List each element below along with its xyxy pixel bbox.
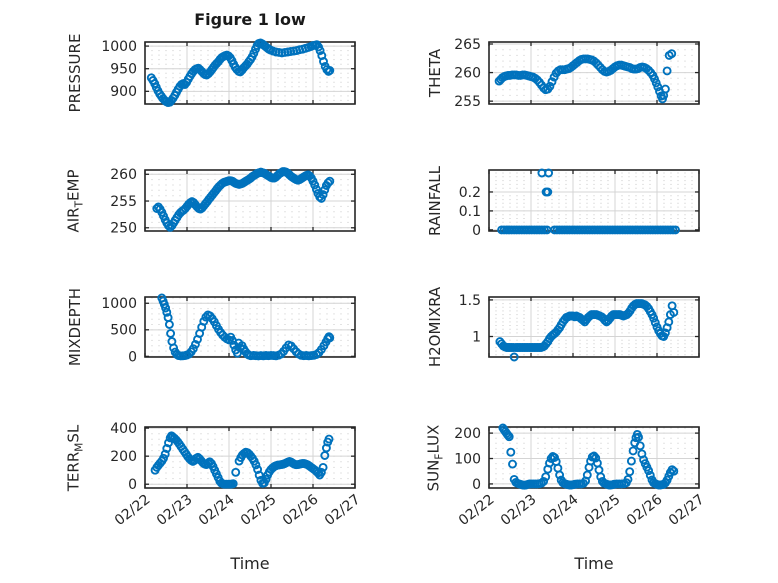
svg-text:02/25: 02/25 xyxy=(238,492,280,529)
subplot-air-temp: 250 255 260 xyxy=(110,167,356,237)
plot-area-rainfall: 0 0.1 0.2 xyxy=(459,168,700,239)
svg-text:265: 265 xyxy=(454,37,481,53)
x-axis-label-right: Time xyxy=(574,554,614,573)
svg-text:0: 0 xyxy=(128,349,137,365)
scatter-markers-air_temp xyxy=(152,167,335,232)
plot-area-mixdepth: 0 500 1000 xyxy=(101,293,356,365)
scatter-markers-sun_flux xyxy=(498,423,679,490)
svg-text:1.5: 1.5 xyxy=(459,293,481,309)
svg-text:250: 250 xyxy=(110,221,137,237)
svg-text:02/24: 02/24 xyxy=(196,491,238,529)
subplot-sun-flux: 0 100 200 02/22 02/23 02/24 02/25 02/26 02/27 xyxy=(454,423,707,529)
ylabel-mixdepth: MIXDEPTH xyxy=(66,287,84,367)
subplot-rainfall: 0 0.1 0.2 xyxy=(459,168,700,239)
scatter-markers-theta xyxy=(494,49,677,104)
svg-text:255: 255 xyxy=(110,194,137,210)
ylabel-air-temp: AIRTEMP xyxy=(64,169,86,232)
svg-text:02/22: 02/22 xyxy=(112,492,154,529)
plot-area-air_temp: 250 255 260 xyxy=(110,167,356,237)
svg-text:0.2: 0.2 xyxy=(459,185,481,201)
plot-area-theta: 255 260 265 xyxy=(454,37,700,110)
svg-text:02/22: 02/22 xyxy=(456,492,498,529)
svg-text:1000: 1000 xyxy=(101,296,137,312)
svg-text:260: 260 xyxy=(110,167,137,183)
figure-title: Figure 1 low xyxy=(194,10,306,29)
scatter-markers-terr_msl xyxy=(150,431,334,489)
svg-text:950: 950 xyxy=(110,62,137,78)
subplot-terr-msl: 0 200 400 02/22 02/23 02/24 02/25 02/26 02/27 xyxy=(110,421,363,529)
subplot-theta: 255 260 265 xyxy=(454,37,700,110)
svg-text:0.1: 0.1 xyxy=(459,204,481,220)
svg-text:0: 0 xyxy=(472,477,481,493)
svg-text:255: 255 xyxy=(454,94,481,110)
svg-text:02/27: 02/27 xyxy=(322,492,364,529)
plot-area-sun_flux: 0 100 200 02/22 02/23 02/24 02/25 02/26 02/27 xyxy=(454,423,707,529)
subplot-mixdepth: 0 500 1000 xyxy=(101,293,356,365)
ylabel-sun-flux: SUNFLUX xyxy=(424,424,446,491)
svg-text:500: 500 xyxy=(110,323,137,339)
ylabel-h2omixra: H2OMIXRA xyxy=(426,286,444,368)
ylabel-pressure: PRESSURE xyxy=(66,33,84,113)
plot-area-terr_msl: 0 200 400 02/22 02/23 02/24 02/25 02/26 02/27 xyxy=(110,421,363,529)
plot-area-pressure: 900 950 1000 xyxy=(101,38,356,108)
svg-text:1000: 1000 xyxy=(101,39,137,55)
svg-text:100: 100 xyxy=(454,451,481,467)
plot-area-h2omixra: 11.5 xyxy=(459,293,700,362)
svg-text:02/24: 02/24 xyxy=(540,491,582,529)
svg-text:1: 1 xyxy=(472,329,481,345)
svg-text:260: 260 xyxy=(454,65,481,81)
svg-text:0: 0 xyxy=(128,477,137,493)
scatter-markers-h2omixra xyxy=(495,299,679,362)
x-axis-label-left: Time xyxy=(230,554,270,573)
ylabel-terr-msl: TERRMSL xyxy=(64,424,86,491)
svg-text:02/26: 02/26 xyxy=(280,491,322,529)
svg-text:02/25: 02/25 xyxy=(582,492,624,529)
svg-text:200: 200 xyxy=(454,426,481,442)
ylabel-rainfall: RAINFALL xyxy=(426,165,444,236)
subplot-h2omixra: 1 1.5 xyxy=(459,293,700,362)
scatter-markers-pressure xyxy=(146,38,335,108)
svg-text:900: 900 xyxy=(110,84,137,100)
svg-text:02/27: 02/27 xyxy=(666,492,708,529)
svg-text:02/23: 02/23 xyxy=(154,492,196,529)
svg-text:200: 200 xyxy=(110,449,137,465)
svg-text:02/23: 02/23 xyxy=(498,492,540,529)
scatter-markers-rainfall xyxy=(497,168,680,235)
svg-text:400: 400 xyxy=(110,421,137,437)
scatter-markers-mixdepth xyxy=(157,293,335,361)
svg-text:0: 0 xyxy=(472,223,481,239)
subplot-pressure: 900 950 1000 xyxy=(101,38,356,108)
ylabel-theta: THETA xyxy=(426,48,444,98)
svg-text:02/26: 02/26 xyxy=(624,491,666,529)
